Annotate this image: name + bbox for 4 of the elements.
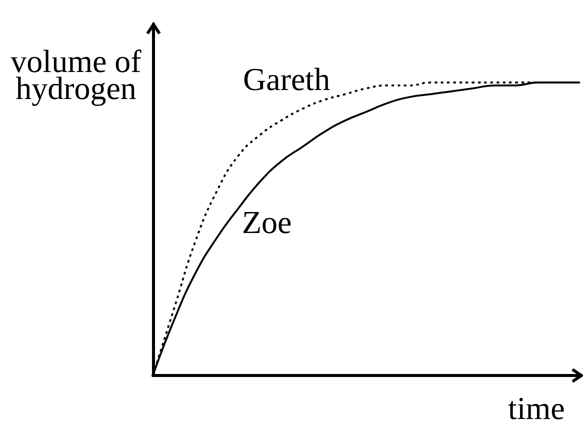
y-axis-title: volume of hydrogen (10, 43, 142, 106)
series-label: Zoe (242, 204, 292, 240)
series-label: Gareth (243, 61, 330, 97)
x-axis-title: time (508, 390, 565, 423)
